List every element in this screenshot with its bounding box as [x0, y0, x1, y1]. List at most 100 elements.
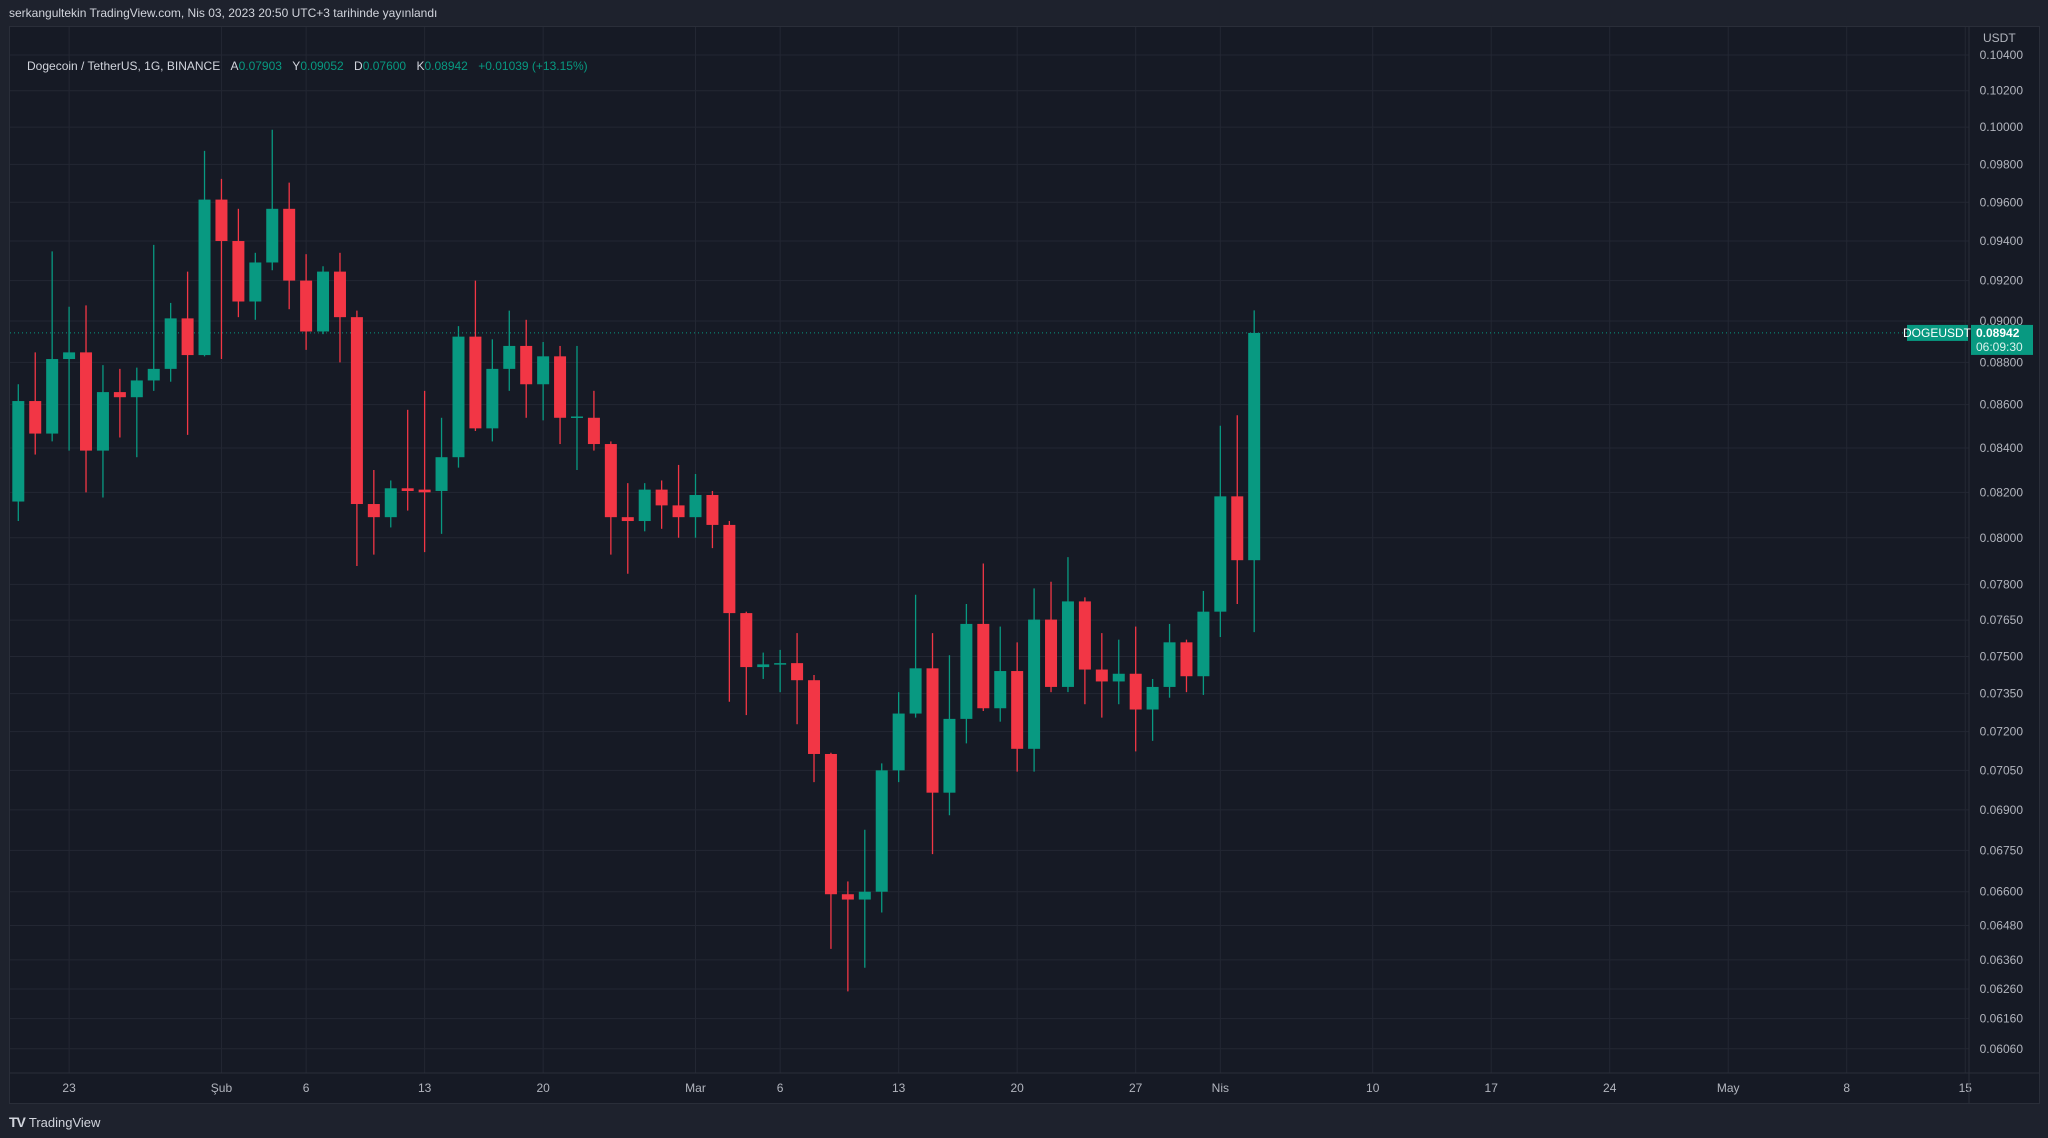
y-tick-label: 0.06480 [1980, 918, 2024, 932]
candle-body-down [554, 356, 567, 418]
x-tick-label: 20 [536, 1081, 550, 1095]
candle-body-up [570, 416, 583, 418]
x-tick-label: 10 [1366, 1081, 1380, 1095]
candle-body-up [147, 368, 160, 381]
candle-body-down [469, 336, 482, 429]
y-tick-label: 0.09600 [1980, 195, 2024, 209]
candle-body-down [621, 517, 634, 522]
low-label: D [354, 59, 363, 73]
candle-body-up [1146, 686, 1159, 710]
y-tick-label: 0.09000 [1980, 314, 2024, 328]
candle-body-up [1112, 673, 1125, 682]
candle-body-up [198, 199, 211, 356]
candle-body-up [994, 671, 1007, 709]
last-price-tag [1971, 324, 2033, 355]
candle-body-up [858, 891, 871, 900]
x-tick-label: 13 [892, 1081, 906, 1095]
y-tick-label: 0.06160 [1980, 1012, 2024, 1026]
y-tick-label: 0.07050 [1980, 763, 2024, 777]
candle-body-down [587, 417, 600, 445]
candle-body-down [29, 401, 42, 434]
tradingview-logo-icon: TV [9, 1114, 26, 1130]
close-label: K [416, 59, 425, 73]
price-axis-unit: USDT [1983, 31, 2016, 45]
candle-body-up [435, 457, 448, 491]
y-tick-label: 0.07350 [1980, 687, 2024, 701]
candle-body-up [1028, 619, 1041, 749]
candle-body-down [1180, 642, 1193, 677]
y-tick-label: 0.09200 [1980, 274, 2024, 288]
candle-body-up [266, 208, 279, 263]
y-tick-label: 0.08800 [1980, 355, 2024, 369]
x-tick-label: Mar [685, 1081, 706, 1095]
y-tick-label: 0.10200 [1980, 84, 2024, 98]
candle-body-down [215, 199, 228, 242]
candle-body-up [774, 663, 787, 665]
x-tick-label: May [1717, 1081, 1740, 1095]
candle-body-down [333, 271, 346, 318]
candle-body-down [283, 208, 296, 281]
candle-body-down [520, 345, 533, 385]
candle-body-up [486, 368, 499, 429]
candle-body-up [130, 380, 143, 398]
low-value: 0.07600 [362, 59, 407, 73]
candle-body-up [1214, 496, 1227, 612]
x-tick-label: 24 [1603, 1081, 1617, 1095]
candle-body-down [808, 680, 821, 754]
candlestick-chart[interactable]: 23 Şub 6 13 20 Mar 6 13 20 27 Nis 10 17 24 May 8 15 0.104… [10, 27, 2039, 1103]
candle-body-down [1011, 671, 1024, 749]
footer-branding: TV TradingView [9, 1112, 100, 1132]
candle-body-down [723, 524, 736, 614]
candle-body-down [977, 623, 990, 709]
symbol-title[interactable]: Dogecoin / TetherUS, 1G, BINANCE [27, 59, 221, 73]
candle-body-up [12, 401, 25, 502]
candle-body-down [80, 352, 93, 451]
candle-body-down [740, 613, 753, 668]
candle-body-down [926, 668, 939, 793]
publish-info: serkangultekin TradingView.com, Nis 03, … [9, 6, 438, 20]
y-tick-label: 0.08200 [1980, 485, 2024, 499]
candle-body-up [63, 352, 76, 360]
x-tick-label: 20 [1010, 1081, 1024, 1095]
y-tick-label: 0.06360 [1980, 953, 2024, 967]
x-tick-label: 6 [777, 1081, 784, 1095]
last-price-value: 0.08942 [1976, 326, 2020, 340]
candle-body-down [791, 663, 804, 681]
y-tick-label: 0.07800 [1980, 577, 2024, 591]
x-tick-label: 27 [1129, 1081, 1143, 1095]
close-value: 0.08942 [424, 59, 468, 73]
y-tick-label: 0.07200 [1980, 725, 2024, 739]
x-tick-label: 15 [1959, 1081, 1973, 1095]
y-tick-label: 0.06060 [1980, 1042, 2024, 1056]
candle-body-up [46, 359, 59, 434]
y-tick-label: 0.06600 [1980, 885, 2024, 899]
candle-body-up [1197, 611, 1210, 677]
candle-body-down [604, 444, 617, 518]
x-tick-label: 8 [1843, 1081, 1850, 1095]
candle-body-down [401, 488, 414, 491]
candle-body-up [96, 392, 109, 451]
candle-body-up [537, 356, 550, 385]
candle-body-up [317, 271, 330, 332]
candle-body-down [1078, 601, 1091, 670]
candle-body-down [1045, 619, 1058, 687]
chart-pane[interactable]: 23 Şub 6 13 20 Mar 6 13 20 27 Nis 10 17 24 May 8 15 0.104… [9, 26, 2040, 1104]
y-tick-label: 0.10000 [1980, 120, 2024, 134]
symbol-tag [1907, 324, 1968, 341]
candle-body-down [655, 489, 668, 506]
open-label: A [230, 59, 239, 73]
candle-body-up [757, 664, 770, 668]
candle-body-down [1095, 669, 1108, 682]
x-tick-label: Nis [1212, 1081, 1229, 1095]
candle-body-up [943, 718, 956, 793]
candle-body-down [1231, 496, 1244, 561]
y-tick-label: 0.07650 [1980, 613, 2024, 627]
candle-body-up [503, 345, 516, 369]
candle-body-up [960, 623, 973, 719]
candle-body-up [1248, 332, 1261, 561]
symbol-tag-label: DOGEUSDT [1903, 326, 1972, 340]
candle-body-down [181, 318, 194, 356]
y-tick-label: 0.09800 [1980, 157, 2024, 171]
candle-body-up [1061, 601, 1074, 687]
x-tick-label: 17 [1485, 1081, 1499, 1095]
